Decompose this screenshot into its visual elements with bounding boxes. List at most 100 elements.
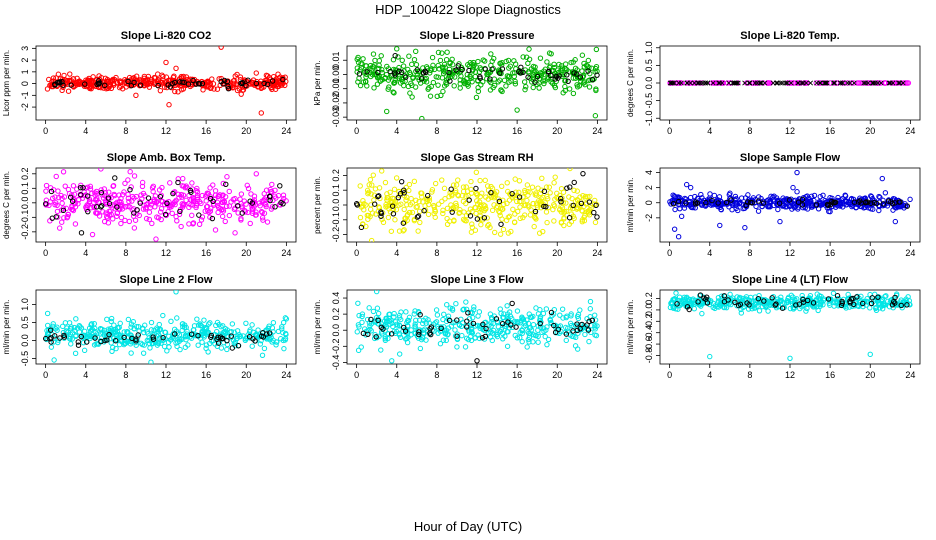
data-point <box>707 191 713 197</box>
data-point <box>799 80 805 86</box>
data-point <box>148 327 155 333</box>
data-point <box>49 82 55 88</box>
data-point <box>510 206 516 213</box>
data-point <box>221 199 228 205</box>
x-tick-label: 24 <box>592 126 602 136</box>
data-point <box>511 73 517 80</box>
data-point <box>875 294 881 300</box>
data-point <box>574 188 580 194</box>
data-point <box>897 199 903 205</box>
data-point <box>251 193 258 199</box>
data-point <box>376 193 382 199</box>
data-point <box>405 66 411 73</box>
data-point <box>420 335 426 341</box>
data-point <box>128 82 135 89</box>
data-point <box>412 321 418 327</box>
data-point <box>692 199 699 205</box>
data-point <box>756 308 763 314</box>
data-point <box>219 213 226 220</box>
data-point <box>519 338 525 345</box>
data-point <box>469 330 476 336</box>
data-point <box>98 187 104 193</box>
data-point <box>100 85 107 91</box>
data-point <box>44 86 51 92</box>
data-point <box>582 331 588 338</box>
data-point <box>854 294 860 300</box>
data-point <box>367 213 373 220</box>
data-point <box>134 207 140 213</box>
data-point <box>499 66 506 72</box>
data-point <box>469 61 475 67</box>
data-point <box>523 54 530 60</box>
data-point <box>383 204 389 210</box>
data-point <box>679 197 686 204</box>
data-point <box>543 184 550 190</box>
data-point <box>528 327 535 333</box>
data-point <box>429 54 436 61</box>
data-point <box>72 221 79 227</box>
data-point <box>220 180 226 187</box>
data-point <box>729 207 735 213</box>
data-point <box>830 200 836 206</box>
data-point <box>105 78 111 84</box>
data-point <box>566 86 573 92</box>
data-point <box>282 315 289 321</box>
data-point <box>195 342 201 348</box>
data-point <box>165 82 171 88</box>
x-tick-label: 16 <box>825 126 835 136</box>
data-point <box>487 76 493 82</box>
data-point <box>467 213 474 219</box>
data-point <box>570 75 577 81</box>
y-tick-label: 0.4 <box>331 292 341 305</box>
data-point <box>530 84 536 91</box>
x-tick-label: 24 <box>281 248 291 258</box>
data-point <box>582 81 588 88</box>
data-point <box>761 298 767 304</box>
data-point <box>538 196 544 202</box>
data-point <box>413 204 419 210</box>
data-point <box>442 196 448 202</box>
data-point <box>46 327 52 333</box>
data-point <box>489 337 495 344</box>
data-point <box>219 199 225 206</box>
data-point <box>562 77 569 84</box>
x-tick-label: 24 <box>281 370 291 380</box>
data-point <box>444 215 450 222</box>
data-point <box>477 193 483 200</box>
data-point <box>408 195 414 202</box>
data-point <box>509 190 515 197</box>
data-point <box>416 198 422 205</box>
data-point <box>506 309 513 315</box>
data-point <box>226 203 233 209</box>
data-point <box>43 188 49 194</box>
data-point <box>864 295 870 302</box>
data-point <box>468 337 475 344</box>
data-point <box>459 332 465 339</box>
data-point <box>356 324 362 330</box>
data-point <box>506 79 512 85</box>
data-point <box>444 302 450 308</box>
data-point <box>382 335 389 342</box>
data-point <box>433 307 440 313</box>
data-point <box>533 216 539 222</box>
data-point <box>376 204 382 210</box>
data-point <box>533 332 539 339</box>
data-point <box>397 80 404 86</box>
data-point <box>275 328 282 335</box>
data-point <box>704 294 710 300</box>
panel-title: Slope Li-820 Pressure <box>420 30 535 42</box>
data-point <box>693 201 699 207</box>
data-point <box>364 212 371 219</box>
data-point <box>537 307 543 313</box>
data-point <box>50 321 56 327</box>
y-tick-label: 1.0 <box>20 298 30 311</box>
data-point <box>504 343 511 349</box>
data-point <box>496 198 503 205</box>
data-point <box>187 187 194 194</box>
data-point <box>470 64 477 70</box>
data-point <box>497 306 503 312</box>
data-point <box>371 201 378 207</box>
data-point <box>436 66 442 72</box>
data-point <box>565 78 571 85</box>
data-point <box>709 197 715 204</box>
